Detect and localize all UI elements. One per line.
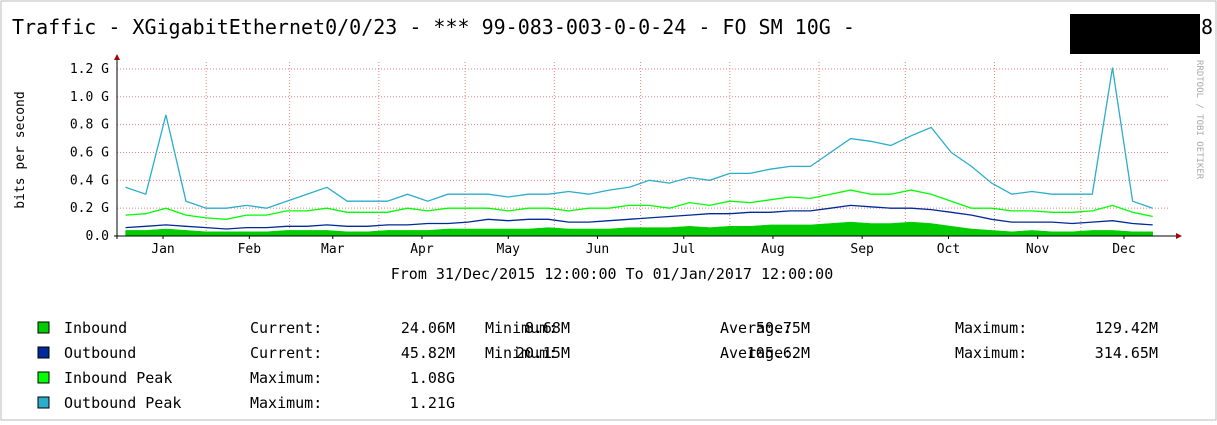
- x-tick-label: Sep: [850, 242, 874, 257]
- y-tick-label: 1.2 G: [70, 62, 109, 77]
- stat-label: Maximum:: [955, 319, 1027, 337]
- area: [125, 221, 1153, 237]
- legend-label: Inbound Peak: [64, 369, 172, 387]
- x-tick-label: Mar: [321, 242, 345, 257]
- x-arrow: [1176, 233, 1182, 239]
- stat-label: Minimum:: [485, 319, 557, 337]
- subtitle: From 31/Dec/2015 12:00:00 To 01/Jan/2017…: [391, 265, 834, 283]
- stat-label: Current:: [250, 344, 322, 362]
- legend-swatch: [37, 346, 50, 359]
- y-axis-label: bits per second: [13, 91, 28, 208]
- stat-value: 50.75M: [756, 319, 810, 337]
- stat-label: Current:: [250, 319, 322, 337]
- chart-title: Traffic - XGigabitEthernet0/0/23 - *** 9…: [12, 15, 855, 39]
- x-tick-label: Jan: [151, 242, 174, 257]
- line: [125, 204, 1153, 230]
- line: [125, 67, 1153, 209]
- x-tick-label: May: [497, 242, 521, 257]
- watermark: RRDTOOL / TOBI OETIKER: [1194, 60, 1204, 180]
- x-tick-label: Jul: [672, 242, 695, 257]
- legend-label: Outbound: [64, 344, 136, 362]
- x-tick-label: Feb: [238, 242, 262, 257]
- stat-label: Maximum:: [250, 394, 322, 412]
- legend-label: Inbound: [64, 319, 127, 337]
- redaction: [1070, 14, 1200, 54]
- x-tick-label: Aug: [761, 242, 784, 257]
- y-tick-label: 1.0 G: [70, 90, 109, 105]
- y-arrow: [114, 54, 120, 60]
- stat-value: 1.21G: [410, 394, 455, 412]
- stat-value: 105.62M: [747, 344, 810, 362]
- stat-label: Average:: [720, 319, 792, 337]
- stat-value: 45.82M: [401, 344, 455, 362]
- title-tail: 8: [1201, 15, 1213, 39]
- x-tick-label: Dec: [1112, 242, 1135, 257]
- y-tick-label: 0.8 G: [70, 118, 109, 133]
- y-tick-label: 0.6 G: [70, 145, 109, 160]
- stat-value: 8.68M: [525, 319, 570, 337]
- legend-swatch: [37, 321, 50, 334]
- stat-value: 24.06M: [401, 319, 455, 337]
- x-tick-label: Oct: [937, 242, 960, 257]
- stat-label: Average:: [720, 344, 792, 362]
- x-tick-label: Nov: [1026, 242, 1050, 257]
- legend-swatch: [37, 396, 50, 409]
- stat-value: 1.08G: [410, 369, 455, 387]
- stat-label: Maximum:: [250, 369, 322, 387]
- line: [125, 189, 1153, 220]
- legend-swatch: [37, 371, 50, 384]
- stat-value: 314.65M: [1095, 344, 1158, 362]
- stat-label: Minimum:: [485, 344, 557, 362]
- stat-value: 20.15M: [516, 344, 570, 362]
- legend-label: Outbound Peak: [64, 394, 181, 412]
- y-tick-label: 0.0: [86, 229, 109, 244]
- x-tick-label: Jun: [586, 242, 609, 257]
- x-tick-label: Apr: [410, 242, 434, 257]
- y-tick-label: 0.2 G: [70, 201, 109, 216]
- stat-label: Maximum:: [955, 344, 1027, 362]
- y-tick-label: 0.4 G: [70, 173, 109, 188]
- stat-value: 129.42M: [1095, 319, 1158, 337]
